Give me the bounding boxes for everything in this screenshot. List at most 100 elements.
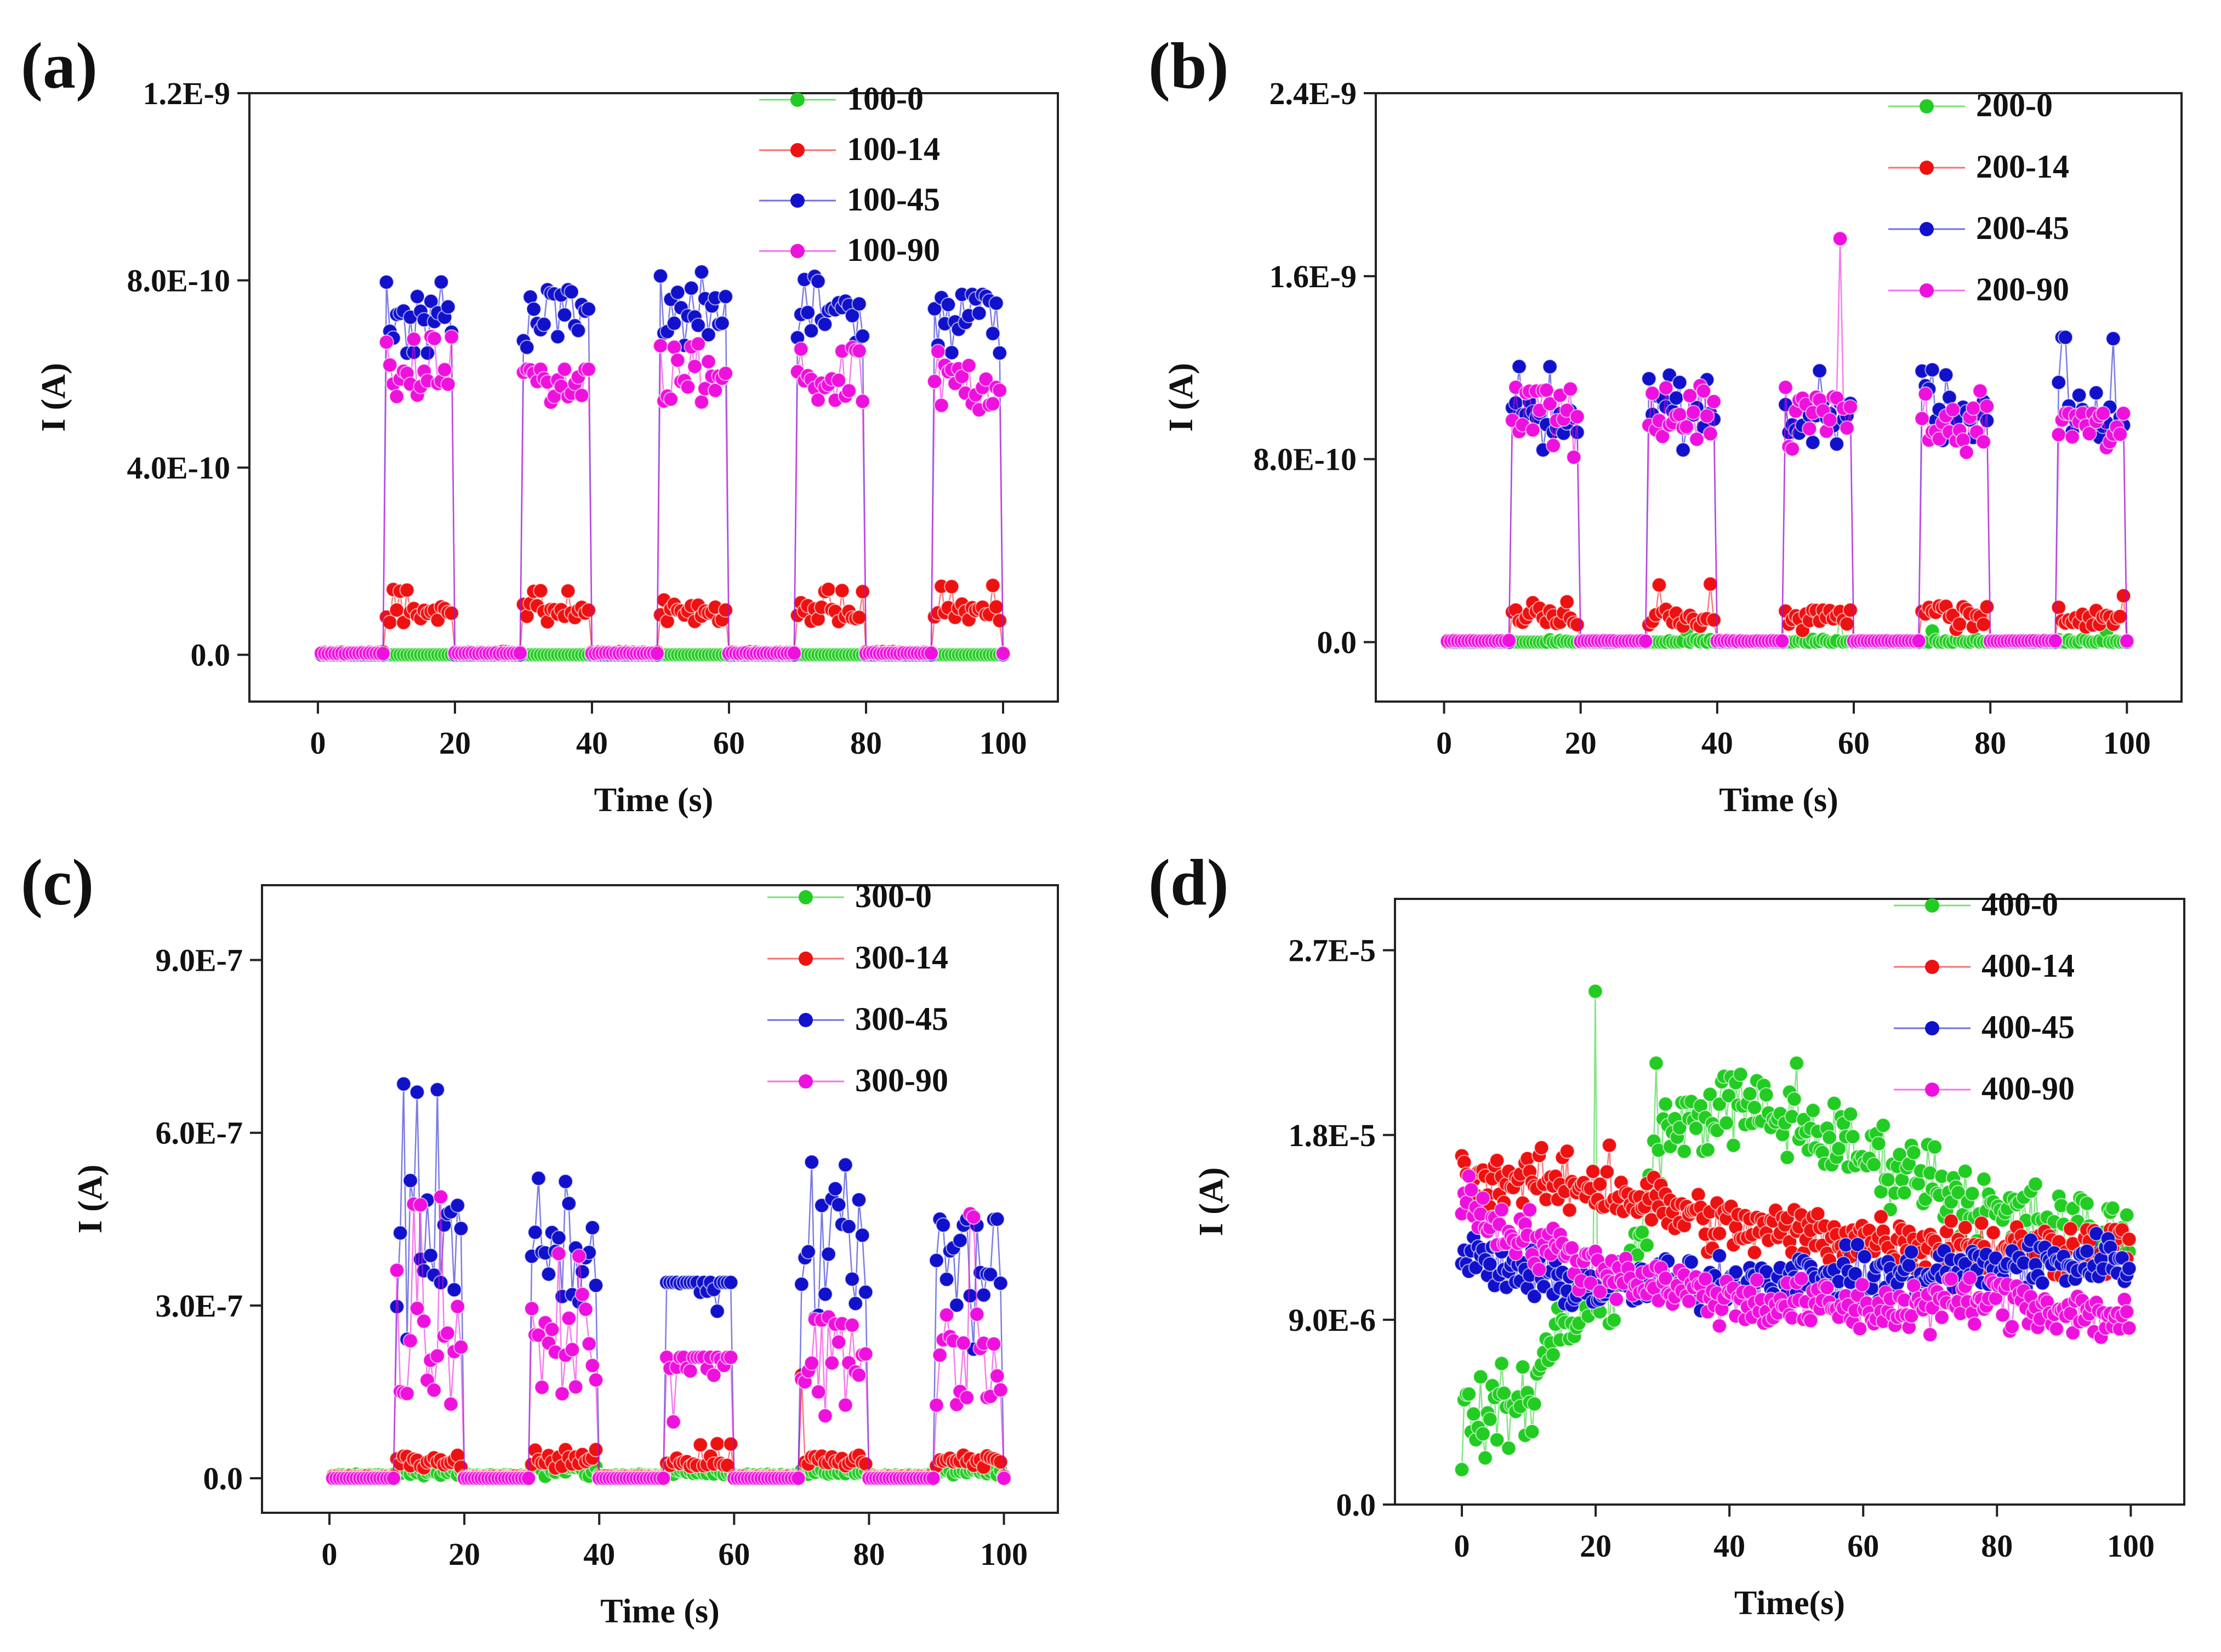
x-tick-label: 60 [718,1536,750,1572]
data-point [665,1414,681,1430]
data-point [420,345,435,361]
data-point [1733,1067,1749,1083]
legend-label: 100-0 [847,81,924,117]
data-point [1585,1164,1601,1180]
data-point [2079,1195,2095,1211]
legend-item: 200-14 [1888,149,2069,185]
data-point [2028,1176,2043,1192]
data-point [684,280,699,296]
data-point [1569,409,1585,425]
panel-letter: (a) [21,29,98,102]
data-point [1501,1440,1517,1456]
data-point [923,645,939,661]
data-point [821,1246,836,1262]
data-point [1682,388,1698,403]
data-point [446,1282,462,1298]
data-point [2119,633,2135,649]
data-point [1685,405,1701,420]
data-point [851,1367,867,1383]
data-point [723,1436,739,1452]
data-point [1563,381,1578,397]
panel-letter: (b) [1148,29,1229,102]
legend-marker [1920,161,1934,175]
data-point [1525,422,1541,438]
data-point [838,1157,853,1173]
data-point [443,1396,459,1412]
legend-marker [799,890,813,904]
data-point [429,1082,445,1098]
legend-marker [1920,283,1934,298]
data-point [992,345,1007,361]
data-point [434,274,449,290]
y-axis-title: I (A) [72,1165,109,1234]
data-point [927,301,942,317]
data-point [1779,1149,1795,1165]
legend: 100-0 100-14 100-45 100-90 [759,81,940,268]
data-point [959,1389,975,1405]
y-axis-title: I (A) [1163,363,1200,432]
legend-label: 100-14 [847,131,940,167]
data-point [955,1335,971,1351]
series-300-90 [325,1189,1012,1486]
y-tick-label: 1.8E-5 [1289,1118,1376,1153]
data-point [804,1154,819,1170]
data-point [717,602,733,618]
legend-marker [790,193,805,208]
x-tick-label: 0 [322,1536,338,1572]
x-tick-label: 80 [850,725,882,761]
plot-area [1454,983,2137,1478]
data-point [992,613,1007,629]
data-point [841,383,857,398]
x-tick-label: 100 [980,1536,1028,1572]
legend-item: 300-45 [767,1001,948,1037]
y-tick-label: 8.0E-10 [127,263,231,299]
data-point [550,329,566,345]
data-point [580,301,596,317]
legend-label: 200-90 [1976,271,2069,307]
data-point [996,1471,1012,1486]
data-point [1699,408,1715,424]
data-point [409,1301,425,1317]
data-point [1856,1249,1872,1264]
data-point [1842,602,1858,618]
data-point [1854,1277,1870,1292]
data-point [413,1197,429,1213]
legend: 200-0 200-14 200-45 200-90 [1888,87,2069,307]
y-tick-label: 6.0E-7 [156,1115,243,1151]
data-point [561,1311,577,1326]
data-point [2119,1304,2135,1320]
data-point [1839,616,1855,632]
legend-item: 200-45 [1888,210,2069,246]
data-point [1979,398,1995,414]
data-point [1826,1096,1842,1112]
data-point [1466,1406,1482,1422]
data-point [969,1306,985,1322]
x-tick-label: 20 [448,1536,480,1572]
data-point [985,396,1001,412]
data-point [1849,1237,1865,1252]
data-point [440,1325,455,1341]
data-point [1482,1411,1498,1427]
data-point [1522,1202,1537,1218]
legend-item: 200-0 [1888,87,2053,123]
data-point [653,338,668,354]
data-point [709,1436,725,1451]
x-axis-title: Time(s) [1734,1585,1845,1622]
data-point [2064,429,2080,445]
plot-frame [248,92,1059,703]
data-point [533,583,549,599]
data-point [1562,1202,1578,1218]
data-point [2088,385,2104,401]
data-point [1866,1157,1882,1172]
data-point [2121,1261,2137,1277]
data-point [2105,331,2121,346]
data-point [402,1333,418,1349]
data-point [1832,231,1848,247]
x-tick-label: 0 [1436,725,1452,761]
data-point [560,583,576,599]
legend-item: 400-14 [1894,948,2075,984]
data-point [440,299,456,315]
data-point [1774,633,1790,649]
data-point [1789,1055,1804,1071]
legend-item: 100-14 [759,131,940,167]
